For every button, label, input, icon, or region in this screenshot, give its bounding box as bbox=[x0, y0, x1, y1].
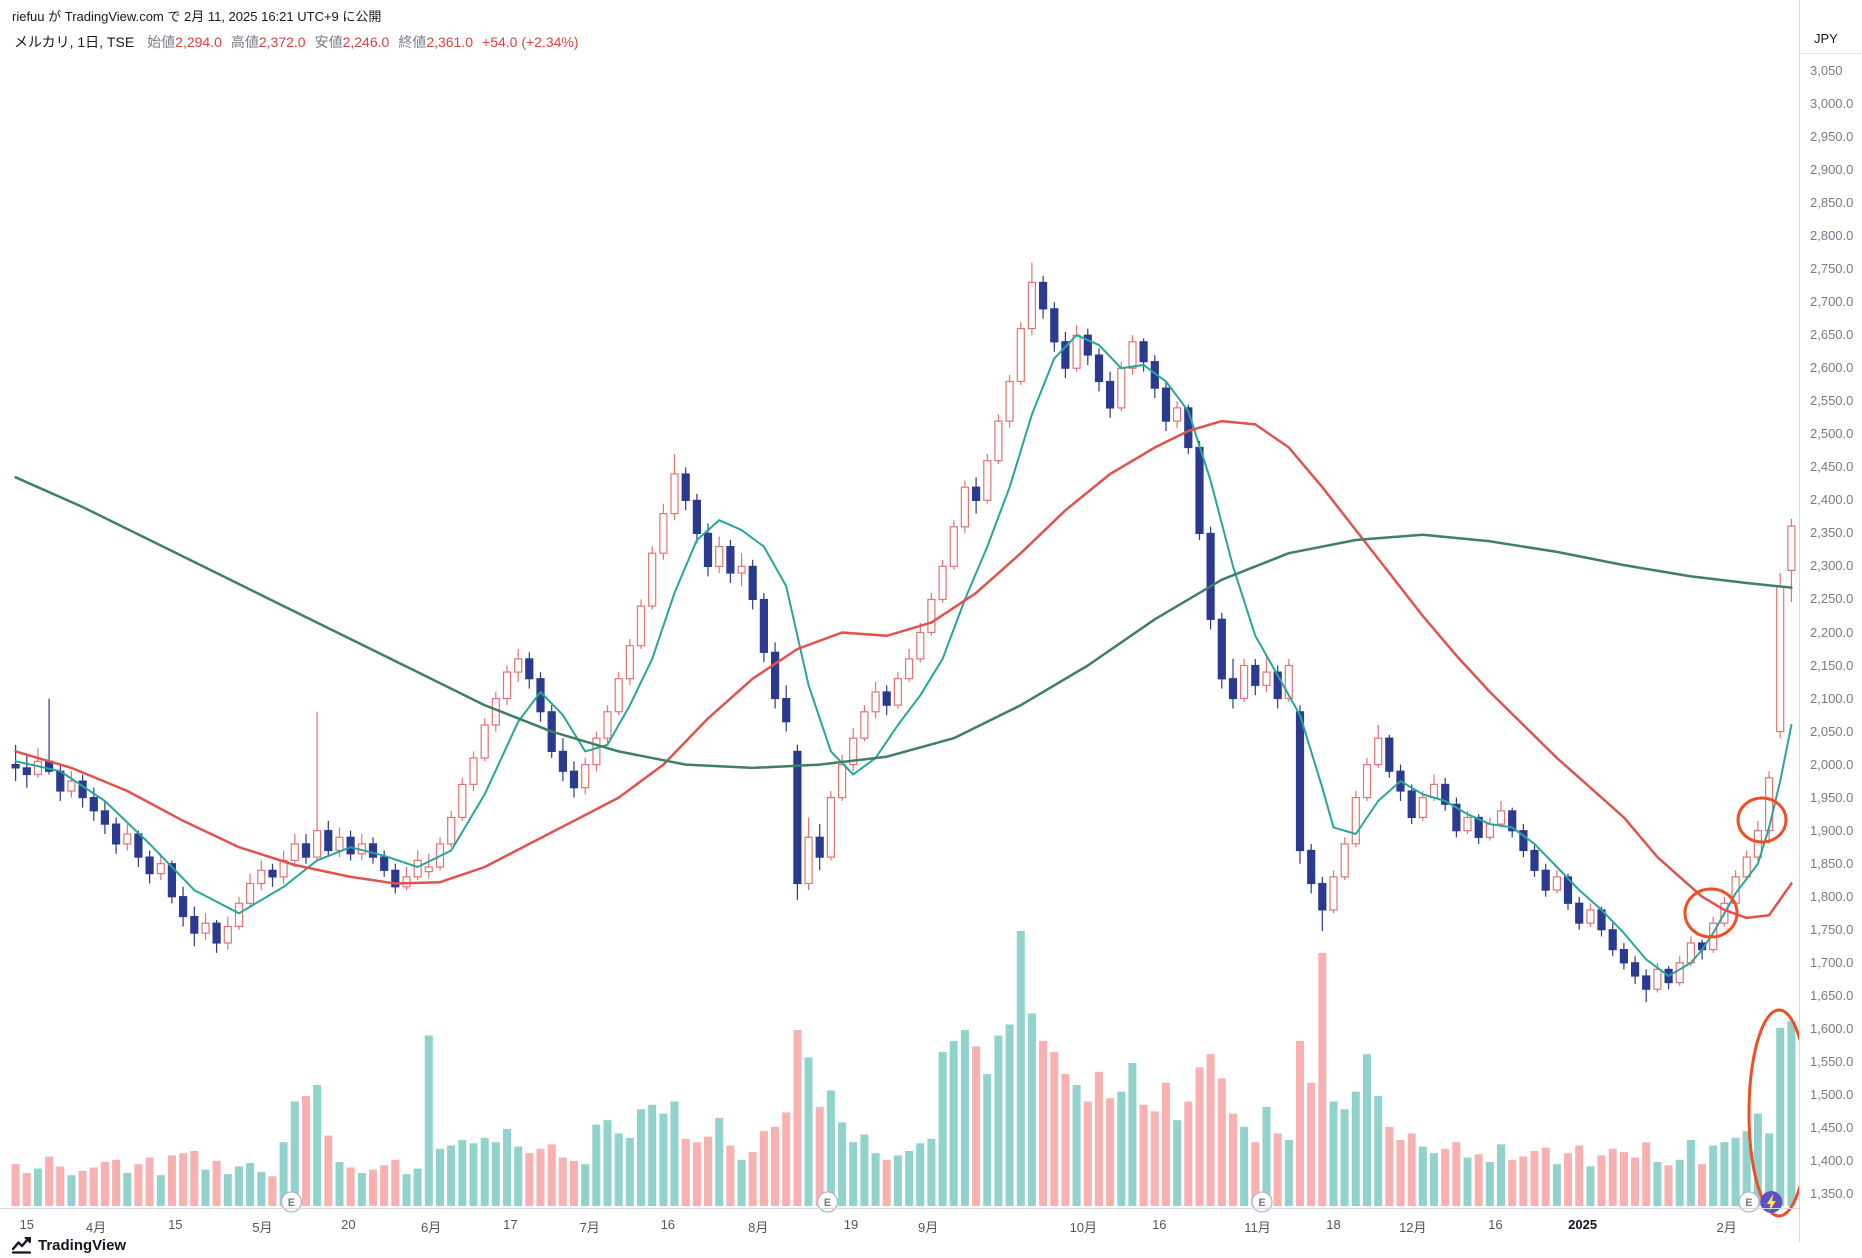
ohlc-high: 高値2,372.0 bbox=[230, 34, 306, 50]
ohlc-open: 始値2,294.0 bbox=[147, 34, 222, 50]
time-axis-label: 7月 bbox=[579, 1220, 600, 1235]
time-axis-label: 4月 bbox=[85, 1220, 107, 1235]
price-tick-label: 2,050.0 bbox=[1810, 723, 1854, 739]
time-axis-label: 15 bbox=[168, 1217, 183, 1232]
time-axis-label: 16 bbox=[660, 1217, 676, 1232]
price-tick-label: 1,600.0 bbox=[1810, 1020, 1854, 1036]
svg-text:E: E bbox=[824, 1197, 831, 1209]
tradingview-brand[interactable]: TradingView bbox=[12, 1234, 126, 1256]
time-axis-label: 15 bbox=[19, 1217, 35, 1232]
price-tick-label: 2,900.0 bbox=[1810, 162, 1854, 178]
price-tick-label: 2,650.0 bbox=[1810, 327, 1854, 343]
price-tick-label: 2,950.0 bbox=[1810, 129, 1854, 145]
price-tick-label: 2,750.0 bbox=[1810, 261, 1854, 277]
ohlc-close: 終値2,361.0 bbox=[398, 34, 474, 50]
time-axis-label: 8月 bbox=[748, 1220, 769, 1235]
price-tick-label: 1,900.0 bbox=[1810, 822, 1854, 838]
attribution: riefuu が TradingView.com で 2月 11, 2025 1… bbox=[12, 9, 382, 24]
earnings-badge[interactable]: E bbox=[280, 1191, 303, 1213]
price-tick-label: 2,300.0 bbox=[1810, 558, 1854, 574]
price-tick-label: 2,400.0 bbox=[1810, 492, 1854, 508]
price-tick-label: 2,450.0 bbox=[1810, 459, 1854, 475]
ma-line-mid[interactable] bbox=[14, 419, 1793, 920]
price-tick-label: 2,250.0 bbox=[1810, 591, 1854, 607]
price-axis[interactable]: JPY 1,350.0 1,400.0 1,450.0 1,500.0 1,550.0 1… bbox=[1799, 0, 1862, 1242]
chart-legend[interactable]: メルカリ, 1日, TSE 始値2,294.0 高値2,372.0 安値2,24… bbox=[14, 32, 579, 52]
earnings-badge[interactable]: E bbox=[816, 1191, 839, 1213]
attribution-user: riefuu bbox=[12, 9, 45, 24]
svg-text:E: E bbox=[1258, 1197, 1265, 1209]
price-tick-label: 3,000.0 bbox=[1810, 96, 1854, 112]
time-axis-label: 11月 bbox=[1244, 1220, 1271, 1235]
time-axis-label: 20 bbox=[341, 1217, 356, 1232]
price-tick-label: 1,400.0 bbox=[1810, 1152, 1854, 1168]
candlestick-series[interactable] bbox=[11, 262, 1796, 1003]
ohlc-low: 安値2,246.0 bbox=[314, 34, 390, 50]
price-tick-label: 1,450.0 bbox=[1810, 1119, 1854, 1135]
volume-series[interactable] bbox=[11, 931, 1796, 1206]
time-axis-label: 18 bbox=[1326, 1217, 1341, 1232]
price-tick-label: 2,000.0 bbox=[1810, 756, 1854, 772]
time-axis[interactable]: 15 4月 15 5月 20 6月 17 7月 16 8月 19 9月 10月 16 11月 18 12月 16 2… bbox=[0, 1208, 1799, 1242]
currency-label[interactable]: JPY bbox=[1800, 24, 1862, 54]
price-tick-label: 1,500.0 bbox=[1810, 1086, 1854, 1102]
time-axis-label: 10月 bbox=[1069, 1220, 1098, 1235]
price-tick-label: 2,350.0 bbox=[1810, 525, 1854, 541]
time-axis-label: 5月 bbox=[252, 1220, 273, 1235]
price-tick-label: 1,750.0 bbox=[1810, 921, 1854, 937]
price-tick-label: 2,550.0 bbox=[1810, 393, 1854, 409]
tradingview-wordmark: TradingView bbox=[38, 1236, 127, 1254]
price-tick-label: 2,100.0 bbox=[1810, 690, 1854, 706]
flash-badge[interactable] bbox=[1760, 1191, 1783, 1213]
time-axis-label: 2025 bbox=[1568, 1217, 1598, 1232]
price-tick-label: 1,950.0 bbox=[1810, 789, 1854, 805]
svg-text:E: E bbox=[288, 1197, 295, 1209]
time-axis-label: 9月 bbox=[917, 1220, 939, 1235]
price-tick-label: 2,150.0 bbox=[1810, 657, 1854, 673]
price-tick-label: 1,550.0 bbox=[1810, 1053, 1854, 1069]
attribution-site-link[interactable]: TradingView.com bbox=[64, 9, 164, 24]
price-tick-label: 1,350.0 bbox=[1810, 1186, 1854, 1201]
time-axis-label: 19 bbox=[843, 1217, 859, 1232]
earnings-badge[interactable]: E bbox=[1738, 1191, 1760, 1213]
time-axis-label: 12月 bbox=[1399, 1220, 1427, 1235]
price-tick-label: 2,700.0 bbox=[1810, 294, 1854, 310]
price-tick-label: 2,600.0 bbox=[1810, 360, 1854, 376]
svg-text:E: E bbox=[1745, 1197, 1752, 1209]
price-tick-label: 2,800.0 bbox=[1810, 228, 1854, 244]
change-value: +54.0 (+2.34%) bbox=[482, 34, 579, 50]
price-tick-label: 1,850.0 bbox=[1810, 855, 1854, 871]
price-tick-label: 3,050 bbox=[1810, 63, 1843, 78]
price-tick-label: 1,700.0 bbox=[1810, 954, 1854, 970]
price-tick-label: 2,850.0 bbox=[1810, 195, 1854, 211]
time-axis-label: 2月 bbox=[1716, 1220, 1737, 1235]
time-axis-label: 16 bbox=[1152, 1217, 1167, 1232]
earnings-badge[interactable]: E bbox=[1251, 1191, 1273, 1213]
time-axis-separator bbox=[0, 1208, 1862, 1209]
time-axis-label: 16 bbox=[1488, 1217, 1503, 1232]
symbol-title[interactable]: メルカリ, 1日, TSE bbox=[14, 34, 135, 50]
tradingview-logo-icon bbox=[12, 1236, 31, 1254]
time-axis-label: 6月 bbox=[420, 1220, 442, 1235]
price-tick-label: 1,650.0 bbox=[1810, 987, 1854, 1003]
price-tick-label: 1,800.0 bbox=[1810, 888, 1854, 904]
time-axis-label: 17 bbox=[503, 1217, 518, 1232]
price-tick-label: 2,200.0 bbox=[1810, 624, 1854, 640]
attribution-timestamp: 2月 11, 2025 16:21 UTC+9 bbox=[184, 9, 339, 24]
price-tick-label: 2,500.0 bbox=[1810, 426, 1854, 442]
ma-line-long[interactable] bbox=[14, 476, 1793, 770]
ma-line-short[interactable] bbox=[14, 334, 1793, 977]
